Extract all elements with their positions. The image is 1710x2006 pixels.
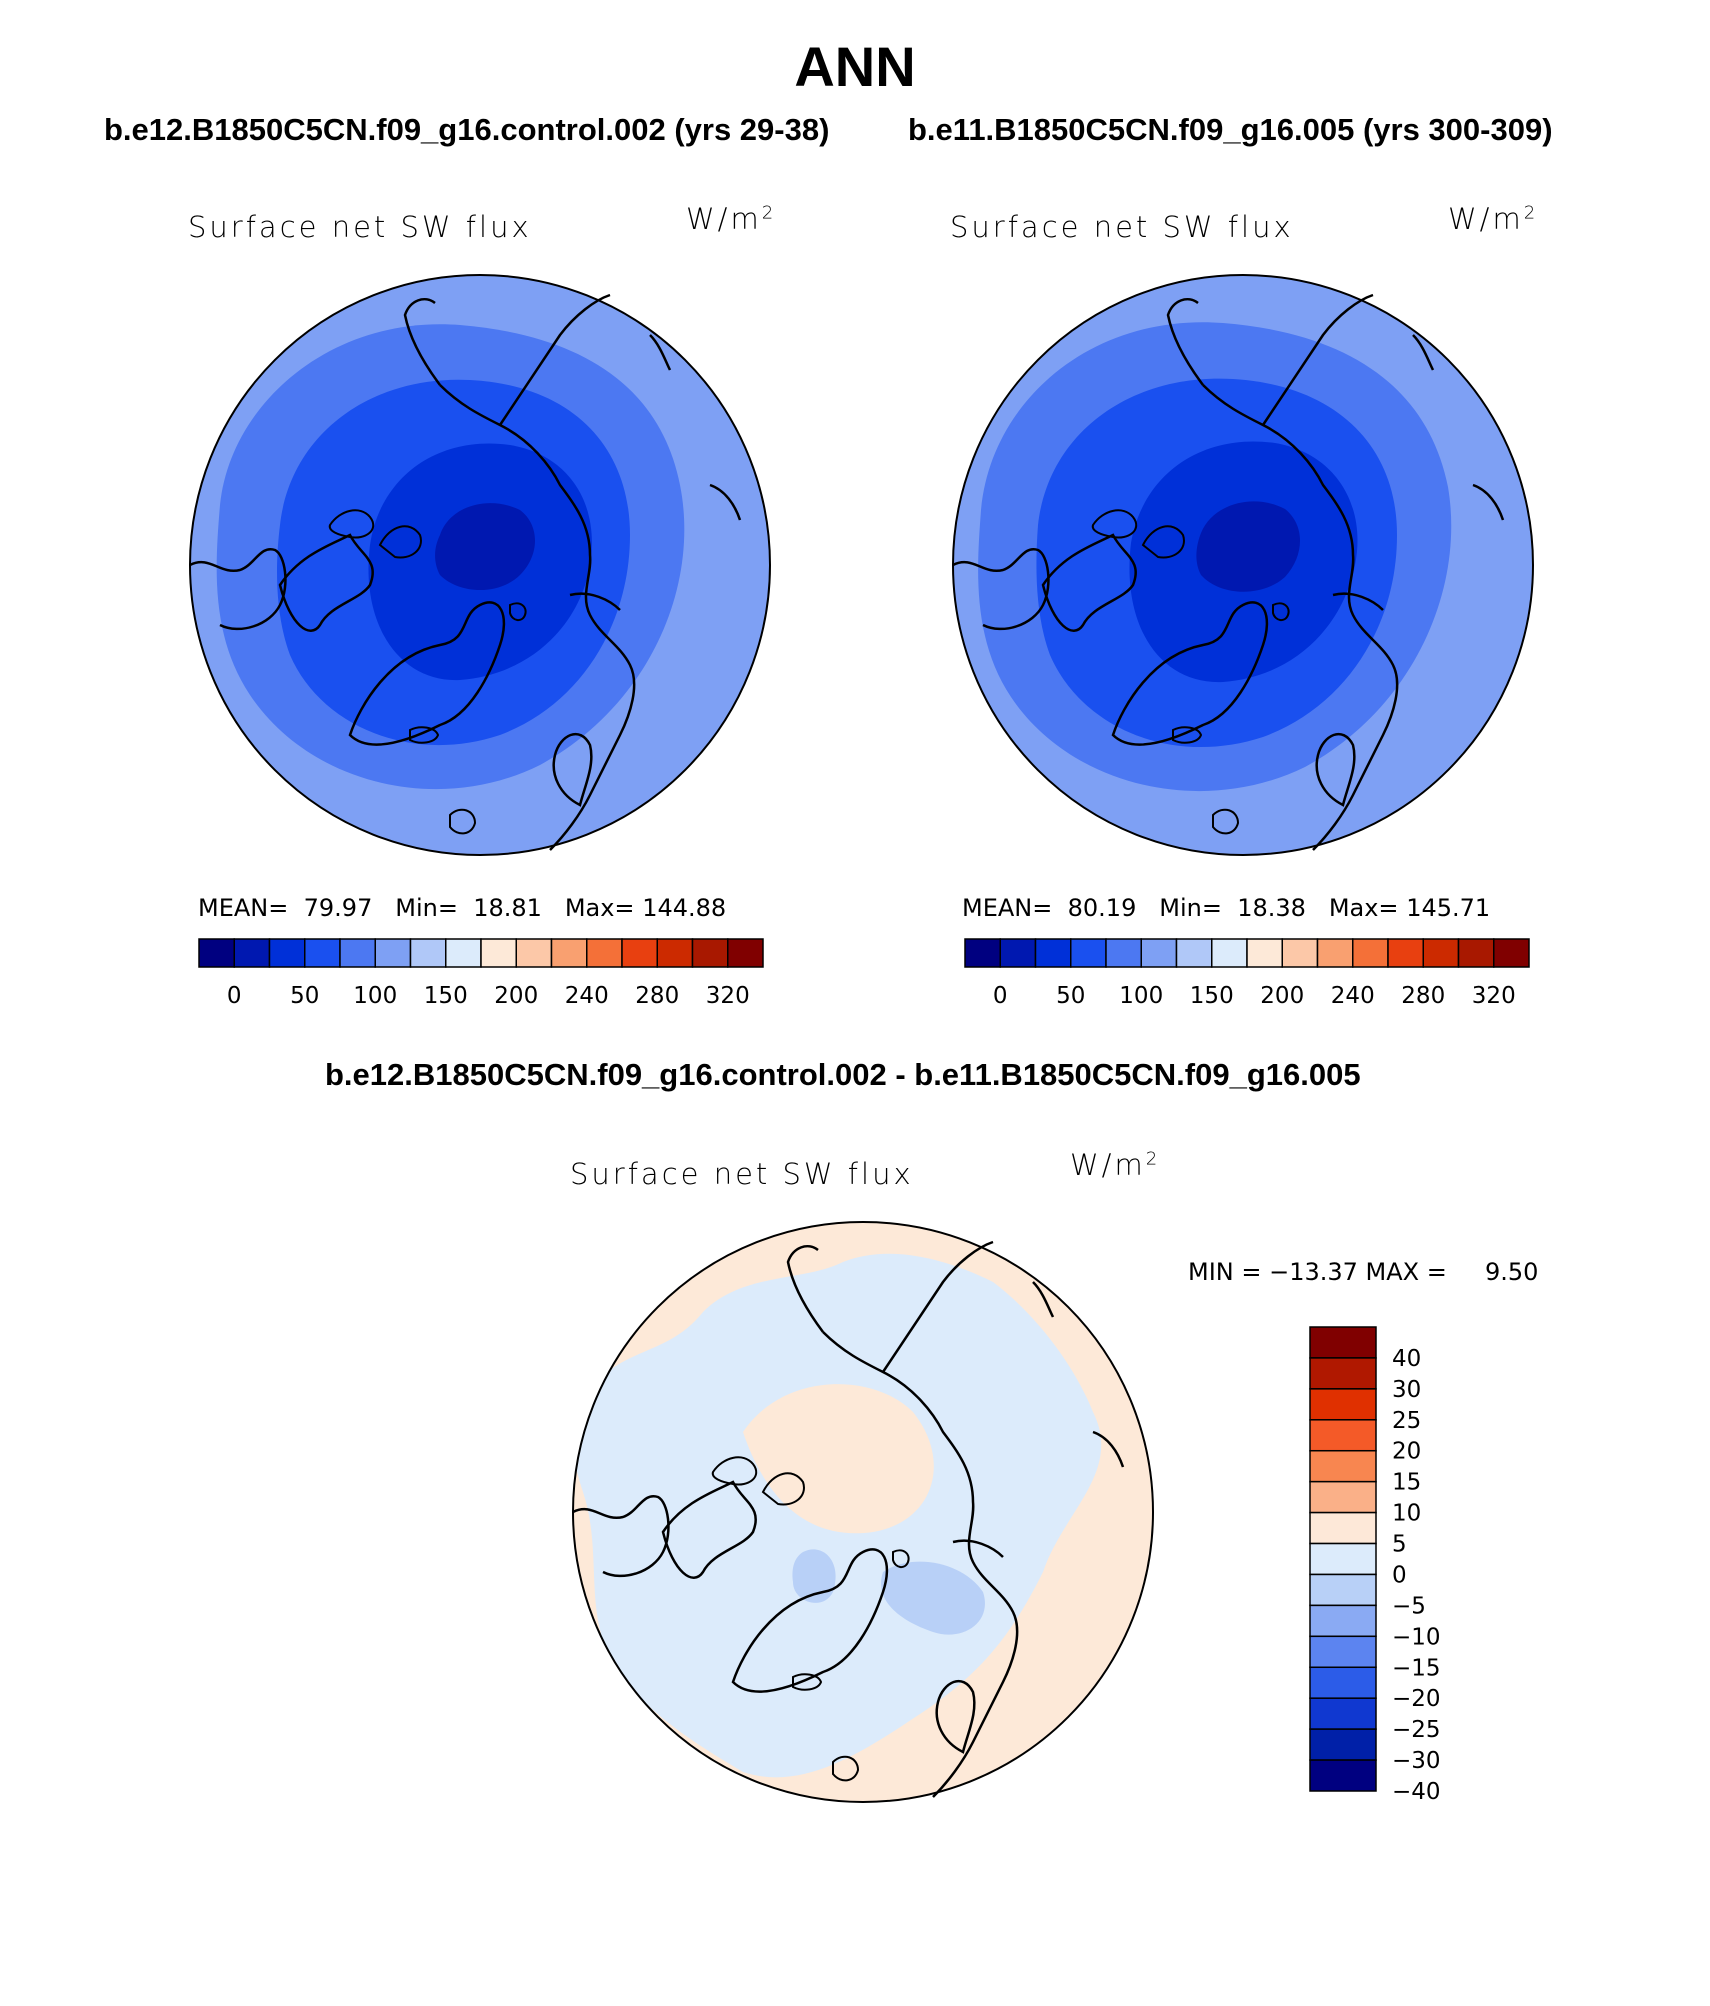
- colorbar-swatch: [1387, 938, 1424, 968]
- diff-colorbar-swatch: [1309, 1573, 1377, 1607]
- diff-colorbar-tick-label: 20: [1392, 1439, 1421, 1465]
- left-colorbar: 0 50 100 150 200 240 280 320: [198, 938, 764, 1009]
- colorbar-swatch: [515, 938, 553, 968]
- diff-polar-map: [571, 1221, 1154, 1803]
- diff-colorbar-swatch: [1309, 1728, 1377, 1761]
- diff-colorbar-swatch: [1309, 1449, 1377, 1483]
- diff-colorbar-tick-label: 0: [1392, 1562, 1407, 1588]
- colorbar-swatch: [1422, 938, 1460, 968]
- colorbar-tick-label: 240: [565, 983, 609, 1009]
- colorbar-tick-label: 150: [424, 983, 468, 1009]
- diff-colorbar-tick-label: 15: [1392, 1470, 1421, 1496]
- colorbar-swatch: [268, 938, 306, 968]
- diff-colorbar-swatch: [1309, 1604, 1377, 1638]
- right-units-label: W/m2: [1448, 202, 1539, 236]
- colorbar-swatch: [1140, 938, 1178, 968]
- colorbar-tick-label: 240: [1331, 983, 1375, 1009]
- colorbar-tick-label: 0: [227, 983, 242, 1009]
- diff-colorbar-tick-label: 5: [1392, 1532, 1407, 1558]
- figure-title: ANN: [794, 35, 916, 98]
- colorbar-swatch: [999, 938, 1037, 968]
- right-polar-map: [951, 274, 1534, 856]
- colorbar-swatch: [1352, 938, 1389, 968]
- colorbar-swatch: [727, 938, 764, 968]
- diff-colorbar-swatch: [1309, 1511, 1377, 1545]
- diff-colorbar-tick-label: −30: [1392, 1748, 1441, 1774]
- colorbar-tick-label: 100: [1119, 983, 1163, 1009]
- colorbar-tick-label: 200: [494, 983, 538, 1009]
- left-case-title: b.e12.B1850C5CN.f09_g16.control.002 (yrs…: [104, 112, 830, 147]
- colorbar-swatch: [1070, 938, 1107, 968]
- diff-units-label: W/m2: [1070, 1148, 1161, 1182]
- diff-colorbar-tick-label: −40: [1392, 1779, 1441, 1805]
- diff-variable-label: Surface net SW flux: [570, 1157, 914, 1191]
- colorbar-tick-label: 320: [1472, 983, 1516, 1009]
- colorbar-tick-label: 280: [635, 983, 679, 1009]
- diff-colorbar-tick-label: 30: [1392, 1377, 1421, 1403]
- colorbar-swatch: [233, 938, 271, 968]
- colorbar-swatch: [550, 938, 588, 968]
- diff-colorbar-swatch: [1309, 1666, 1377, 1699]
- colorbar-swatch: [1175, 938, 1213, 968]
- diff-colorbar-tick-label: 10: [1392, 1501, 1421, 1527]
- colorbar-swatch: [1493, 938, 1530, 968]
- colorbar-swatch: [374, 938, 412, 968]
- diff-colorbar-tick-label: −15: [1392, 1655, 1441, 1681]
- colorbar-swatch: [621, 938, 658, 968]
- diff-colorbar-swatch: [1309, 1326, 1377, 1359]
- colorbar-swatch: [339, 938, 376, 968]
- colorbar-swatch: [1457, 938, 1495, 968]
- colorbar-tick-label: 280: [1401, 983, 1445, 1009]
- colorbar-tick-label: 320: [706, 983, 750, 1009]
- colorbar-swatch: [304, 938, 341, 968]
- right-case-title: b.e11.B1850C5CN.f09_g16.005 (yrs 300-309…: [908, 112, 1553, 147]
- diff-colorbar-tick-label: −5: [1392, 1593, 1426, 1619]
- left-polar-map: [188, 274, 771, 856]
- colorbar-swatch: [1034, 938, 1072, 968]
- diff-colorbar-tick-label: −25: [1392, 1717, 1441, 1743]
- colorbar-swatch: [691, 938, 729, 968]
- right-stats: MEAN= 80.19 Min= 18.38 Max= 145.71: [962, 894, 1491, 922]
- diff-colorbar-swatch: [1309, 1388, 1377, 1421]
- colorbar-tick-label: 50: [290, 983, 319, 1009]
- colorbar-tick-label: 0: [993, 983, 1008, 1009]
- colorbar-swatch: [1211, 938, 1248, 968]
- colorbar-tick-label: 100: [353, 983, 397, 1009]
- diff-colorbar: 40 30 25 20 15 10 5 0 −5 −10 −15 −20 −25 −30 −40: [1309, 1326, 1441, 1805]
- colorbar-swatch: [1246, 938, 1283, 968]
- diff-colorbar-swatch: [1309, 1480, 1377, 1514]
- left-variable-label: Surface net SW flux: [188, 210, 532, 244]
- diff-colorbar-swatch: [1309, 1419, 1377, 1452]
- colorbar-tick-label: 150: [1190, 983, 1234, 1009]
- colorbar-swatch: [656, 938, 694, 968]
- colorbar-swatch: [409, 938, 447, 968]
- diff-colorbar-swatch: [1309, 1542, 1377, 1576]
- colorbar-swatch: [1316, 938, 1354, 968]
- diff-colorbar-tick-label: 25: [1392, 1408, 1421, 1434]
- diff-colorbar-swatch: [1309, 1635, 1377, 1669]
- colorbar-swatch: [480, 938, 517, 968]
- right-colorbar: 0 50 100 150 200 240 280 320: [964, 938, 1530, 1009]
- colorbar-tick-label: 200: [1260, 983, 1304, 1009]
- colorbar-swatch: [198, 938, 235, 968]
- right-variable-label: Surface net SW flux: [950, 210, 1294, 244]
- colorbar-swatch: [1105, 938, 1142, 968]
- left-stats: MEAN= 79.97 Min= 18.81 Max= 144.88: [198, 894, 727, 922]
- colorbar-swatch: [1281, 938, 1319, 968]
- colorbar-swatch: [586, 938, 623, 968]
- diff-stats: MIN = −13.37 MAX = 9.50: [1188, 1258, 1539, 1286]
- diff-colorbar-swatch: [1309, 1759, 1377, 1792]
- colorbar-swatch: [445, 938, 482, 968]
- diff-colorbar-swatch: [1309, 1697, 1377, 1730]
- diff-colorbar-tick-label: −10: [1392, 1624, 1441, 1650]
- colorbar-tick-label: 50: [1056, 983, 1085, 1009]
- diff-case-title: b.e12.B1850C5CN.f09_g16.control.002 - b.…: [325, 1057, 1361, 1092]
- left-units-label: W/m2: [686, 202, 777, 236]
- diff-colorbar-tick-label: 40: [1392, 1346, 1421, 1372]
- colorbar-swatch: [964, 938, 1001, 968]
- diff-colorbar-swatch: [1309, 1357, 1377, 1390]
- diff-colorbar-tick-label: −20: [1392, 1686, 1441, 1712]
